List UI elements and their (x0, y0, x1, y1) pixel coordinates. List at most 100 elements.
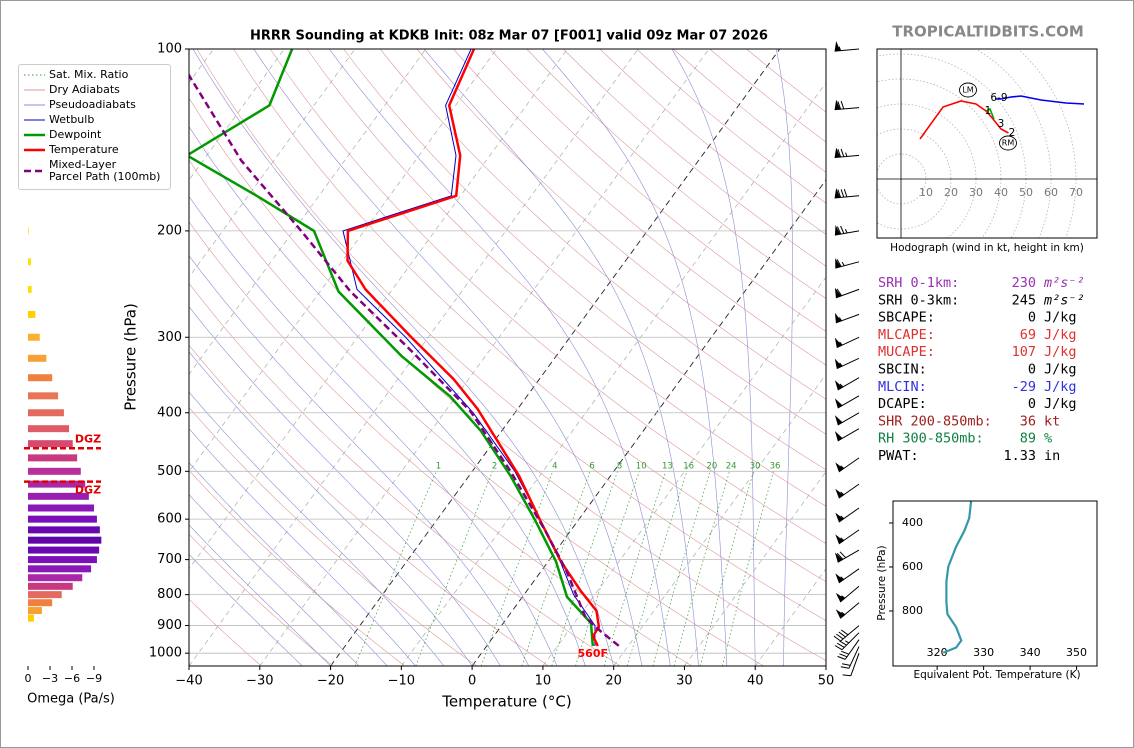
wind-barb (833, 625, 860, 642)
legend-label: Dry Adiabats (49, 83, 120, 96)
hodo-ring-label: 50 (1019, 186, 1033, 199)
height-label: 1 (985, 105, 992, 117)
surface-annotation: 560F (578, 647, 608, 660)
y-tick-label: 300 (157, 330, 182, 345)
storm-motion-label: RM (1002, 139, 1015, 148)
omega-bar (28, 392, 59, 400)
hodo-ring-label: 40 (994, 186, 1008, 199)
mixing-ratio-label: 10 (636, 462, 647, 472)
storm-motion-marker (999, 135, 1017, 151)
chart-title: HRRR Sounding at KDKB Init: 08z Mar 07 [… (250, 29, 768, 44)
legend-label: Wetbulb (49, 113, 95, 126)
legend-label: Pseudoadiabats (49, 98, 136, 111)
omega-bar (28, 607, 42, 615)
dry-adiabat (526, 49, 826, 299)
omega-bar (28, 227, 29, 235)
hodo-trace (919, 100, 1009, 140)
pseudoadiabat (189, 195, 558, 666)
param-unit: J/kg (1044, 396, 1077, 412)
profile-line (189, 49, 595, 647)
param-unit: J/kg (1044, 310, 1077, 326)
dry-adiabat (189, 221, 693, 666)
site-name: TROPICALTIDBITS.COM (892, 23, 1084, 41)
wind-barb (834, 357, 860, 370)
legend-swatch (24, 148, 45, 152)
x-tick-label: 0 (468, 674, 476, 689)
isotherm (401, 82, 826, 666)
pseudoadiabat (189, 524, 331, 666)
param-unit: m²s⁻² (1043, 292, 1085, 308)
omega-bar (28, 546, 100, 554)
mixing-ratio-label: 13 (662, 462, 673, 472)
legend-label: Temperature (49, 143, 119, 156)
omega-bar (28, 591, 62, 599)
y-tick-label: 200 (157, 223, 182, 238)
x-tick-label: 10 (535, 674, 552, 689)
pseudoadiabat (189, 351, 473, 666)
mixing-ratio-line (415, 471, 493, 666)
mixing-ratio-line (722, 471, 774, 666)
param-label: MLCAPE: (878, 327, 935, 343)
pseudoadiabat (189, 428, 416, 666)
wind-barb (834, 41, 860, 52)
thetae-x-tick-label: 330 (973, 646, 994, 659)
isotherm (542, 276, 826, 666)
hodograph (877, 49, 1097, 238)
dry-adiabat (189, 97, 826, 661)
wind-barb (835, 258, 860, 269)
legend-swatch (24, 119, 45, 121)
param-label: MUCAPE: (878, 344, 935, 360)
isotherm (189, 49, 568, 570)
profile-line (342, 49, 596, 647)
pseudoadiabat (189, 255, 529, 666)
height-label: 2 (1009, 127, 1016, 139)
param-label: RH 300-850mb: (878, 431, 984, 447)
dry-adiabat (189, 407, 477, 666)
pseudoadiabat (671, 49, 756, 666)
thetae-x-label: Equivalent Pot. Temperature (K) (913, 669, 1080, 681)
param-value: 107 (1012, 344, 1036, 360)
legend-entry: Mixed-Layer Parcel Path (100mb) (19, 159, 170, 183)
thetae-x-tick-label: 340 (1020, 646, 1041, 659)
omega-bar (28, 565, 92, 573)
omega-bar (28, 536, 102, 544)
omega-bar (28, 480, 86, 488)
wind-barb (834, 147, 860, 159)
wind-barb (834, 377, 860, 391)
x-tick-label: 20 (605, 674, 622, 689)
wind-barb (835, 457, 860, 473)
legend-swatch (24, 104, 45, 106)
mixing-ratio-label: 1 (436, 462, 441, 472)
mixing-ratio-label: 16 (683, 462, 694, 472)
hodo-ring-label: 20 (944, 186, 958, 199)
x-tick-label: −30 (246, 674, 273, 689)
wind-barb (837, 639, 860, 660)
y-tick-label: 500 (157, 464, 182, 479)
x-tick-label: 30 (676, 674, 693, 689)
param-unit: m²s⁻² (1043, 275, 1085, 291)
mixing-ratio-label: 8 (617, 462, 622, 472)
wind-barb (835, 602, 860, 619)
wind-barb (840, 646, 860, 669)
legend-entry: Sat. Mix. Ratio (19, 69, 170, 81)
param-label: DCAPE: (878, 396, 927, 412)
hodo-trace (985, 107, 995, 120)
dry-adiabat (453, 49, 826, 366)
x-tick-label: −10 (388, 674, 415, 689)
background-lines (189, 49, 826, 666)
omega-bar (28, 454, 78, 462)
wind-barb (834, 549, 860, 563)
dgz-label: DGZ (75, 432, 101, 445)
thetae-y-label: Pressure (hPa) (876, 545, 888, 620)
legend-swatch (24, 169, 45, 173)
legend-entry: Dry Adiabats (19, 84, 170, 96)
omega-bar (28, 504, 94, 512)
param-label: SHR 200-850mb: (878, 413, 992, 429)
param-unit: J/kg (1044, 379, 1077, 395)
isotherm (189, 49, 427, 375)
pseudoadiabat (189, 391, 445, 666)
param-unit: in (1044, 448, 1060, 464)
dry-adiabat (189, 533, 334, 666)
